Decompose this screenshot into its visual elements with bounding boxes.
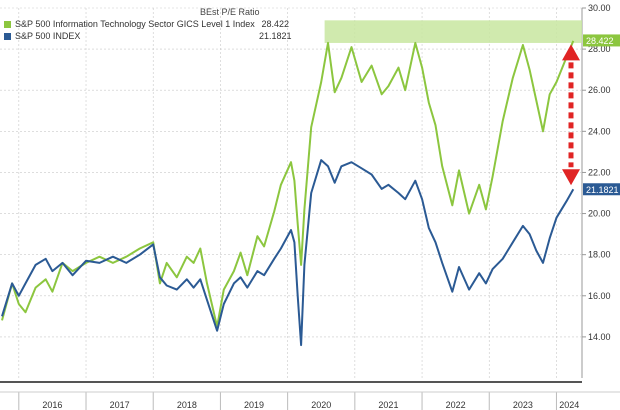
series-line-tech [1,40,575,328]
legend-entry-spx: S&P 500 INDEX 21.1821 [4,30,292,42]
x-tick-label: 2020 [311,400,331,410]
y-tick-label: 26.00 [588,85,611,95]
legend-value-spx: 21.1821 [259,31,292,41]
chart-title: BEst P/E Ratio [200,7,260,17]
y-tick-label: 28.00 [588,44,611,54]
y-tick-label: 22.00 [588,167,611,177]
y-tick-label: 16.00 [588,291,611,301]
x-tick-label: 2023 [513,400,533,410]
x-tick-label: 2017 [110,400,130,410]
y-tick-label: 24.00 [588,126,611,136]
last-value-tag-tech [583,34,620,47]
y-tick-label: 18.00 [588,250,611,260]
x-tick-label: 2018 [177,400,197,410]
x-tick-label: 2019 [244,400,264,410]
legend-entry-tech: S&P 500 Information Technology Sector GI… [4,18,289,30]
y-tick-label: 14.00 [588,332,611,342]
legend: BEst P/E Ratio S&P 500 Information Techn… [4,6,292,42]
legend-value-tech: 28.422 [261,19,289,29]
x-tick-label: 2021 [378,400,398,410]
legend-label-spx: S&P 500 INDEX [15,31,81,41]
last-value-label-spx: 21.1821 [586,185,619,195]
x-tick-label: 2024 [559,400,579,410]
last-value-tag-spx [583,183,620,196]
last-value-label-tech: 28.422 [586,36,614,46]
series-line-spx [1,159,575,347]
legend-swatch-tech [4,20,11,28]
highlight-band [324,20,582,43]
legend-swatch-spx [4,32,11,40]
x-tick-label: 2022 [446,400,466,410]
y-tick-label: 30.00 [588,3,611,13]
x-tick-label: 2016 [42,400,62,410]
arrow-head-top [562,44,580,61]
y-tick-label: 20.00 [588,209,611,219]
arrow-head-bottom [562,169,580,186]
legend-label-tech: S&P 500 Information Technology Sector GI… [15,19,255,29]
